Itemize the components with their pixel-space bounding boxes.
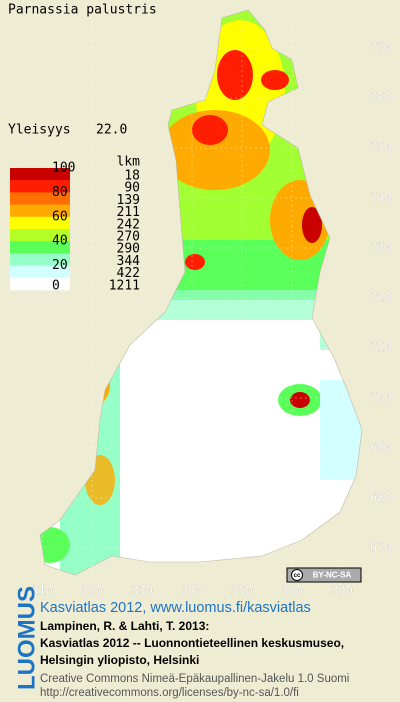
- legend-count: 270: [117, 230, 140, 245]
- y-tick-label: 690: [370, 441, 392, 455]
- legend-percent: 60: [52, 209, 68, 224]
- legend-swatch: [10, 192, 70, 205]
- legend-count: 344: [117, 254, 141, 269]
- license-url[interactable]: http://creativecommons.org/licenses/by-n…: [40, 687, 299, 699]
- x-tick-label: 330: [131, 584, 153, 598]
- legend-count: 1211: [109, 278, 140, 293]
- legend-count: 139: [117, 193, 140, 208]
- x-tick-label: 320: [81, 584, 103, 598]
- license-line: Creative Commons Nimeä-Epäkaupallinen-Ja…: [40, 673, 349, 685]
- x-tick-label: 360: [281, 584, 303, 598]
- legend-count: 90: [124, 181, 140, 196]
- y-tick-label: 740: [370, 191, 392, 205]
- count-header: lkm: [117, 155, 141, 170]
- license-badge: cc BY-NC-SA: [286, 567, 362, 583]
- legend-swatch: [10, 253, 70, 266]
- y-tick-label: 720: [370, 291, 392, 305]
- y-tick-label: 670: [370, 541, 392, 555]
- x-tick-label: 310: [31, 584, 53, 598]
- y-tick-label: 750: [370, 141, 392, 155]
- legend-count: 18: [124, 169, 140, 184]
- x-tick-label: 340: [181, 584, 203, 598]
- brand-logo: LUOMUS: [13, 586, 40, 690]
- frequency-value: 22.0: [96, 123, 127, 138]
- atlas-link[interactable]: Kasviatlas 2012, www.luomus.fi/kasviatla…: [40, 600, 311, 616]
- legend-percent: 100: [52, 161, 75, 176]
- y-tick-label: 700: [370, 391, 392, 405]
- legend-swatch: [10, 216, 70, 230]
- citation-line: Lampinen, R. & Lahti, T. 2013:: [40, 619, 209, 633]
- legend-count: 422: [117, 266, 140, 281]
- legend-swatch: [10, 265, 70, 279]
- legend-swatch: [10, 168, 70, 181]
- y-tick-label: 770: [370, 41, 392, 55]
- legend-count: 211: [117, 205, 140, 220]
- y-tick-label: 680: [370, 491, 392, 505]
- legend-percent: 40: [52, 234, 68, 249]
- y-tick-label: 760: [370, 91, 392, 105]
- legend-count: 290: [117, 242, 140, 257]
- license-badge-text: BY-NC-SA: [313, 571, 352, 580]
- legend-swatch: [10, 229, 70, 242]
- legend-percent: 0: [52, 279, 60, 294]
- citation-line: Kasviatlas 2012 -- Luonnontieteellinen k…: [40, 636, 344, 650]
- species-title: Parnassia palustris: [8, 3, 157, 18]
- legend-swatch: [10, 277, 70, 291]
- svg-text:cc: cc: [294, 573, 301, 579]
- legend-swatch: [10, 241, 70, 254]
- legend-swatch: [10, 180, 70, 193]
- y-tick-label: 710: [370, 341, 392, 355]
- x-tick-label: 370: [331, 584, 353, 598]
- frequency-label: Yleisyys: [8, 123, 71, 138]
- legend-swatch: [10, 204, 70, 218]
- legend-count: 242: [117, 217, 140, 232]
- citation-line: Helsingin yliopisto, Helsinki: [40, 653, 199, 667]
- grid: 770 760 750 740 730 720 710 700 690 680 670 310 320 3…: [20, 20, 392, 598]
- x-tick-label: 350: [231, 584, 253, 598]
- legend-percent: 20: [52, 258, 68, 273]
- y-tick-label: 730: [370, 241, 392, 255]
- legend-percent: 80: [52, 185, 68, 200]
